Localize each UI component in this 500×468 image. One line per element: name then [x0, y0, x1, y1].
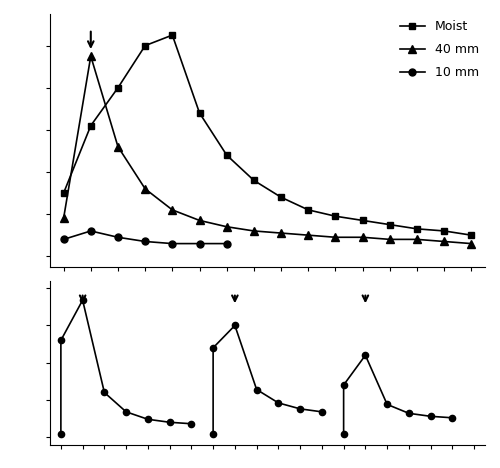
Moist: [115, 85, 121, 90]
10 mm: [142, 239, 148, 244]
40 mm: [360, 234, 366, 240]
10 mm: [115, 234, 121, 240]
40 mm: [115, 144, 121, 149]
Moist: [170, 32, 175, 38]
Moist: [142, 43, 148, 48]
10 mm: [170, 241, 175, 246]
Line: 40 mm: 40 mm: [60, 52, 476, 248]
Moist: [278, 195, 284, 200]
Line: Moist: Moist: [60, 32, 475, 239]
40 mm: [468, 241, 474, 246]
Legend: Moist, 40 mm, 10 mm: Moist, 40 mm, 10 mm: [400, 20, 479, 79]
40 mm: [60, 215, 66, 221]
10 mm: [60, 236, 66, 242]
10 mm: [224, 241, 230, 246]
40 mm: [196, 218, 202, 223]
40 mm: [387, 236, 393, 242]
Moist: [360, 218, 366, 223]
Moist: [306, 207, 312, 212]
40 mm: [224, 224, 230, 229]
Moist: [414, 226, 420, 232]
40 mm: [414, 236, 420, 242]
Moist: [196, 110, 202, 116]
40 mm: [332, 234, 338, 240]
Moist: [332, 213, 338, 219]
40 mm: [278, 230, 284, 236]
Moist: [387, 222, 393, 227]
Line: 10 mm: 10 mm: [60, 227, 230, 247]
Moist: [441, 228, 447, 234]
Moist: [251, 177, 257, 183]
Moist: [88, 123, 94, 128]
40 mm: [170, 207, 175, 212]
10 mm: [196, 241, 202, 246]
40 mm: [88, 53, 94, 59]
40 mm: [251, 228, 257, 234]
10 mm: [88, 228, 94, 234]
Moist: [60, 190, 66, 196]
40 mm: [441, 239, 447, 244]
Moist: [224, 152, 230, 158]
40 mm: [306, 232, 312, 238]
40 mm: [142, 186, 148, 191]
Moist: [468, 232, 474, 238]
